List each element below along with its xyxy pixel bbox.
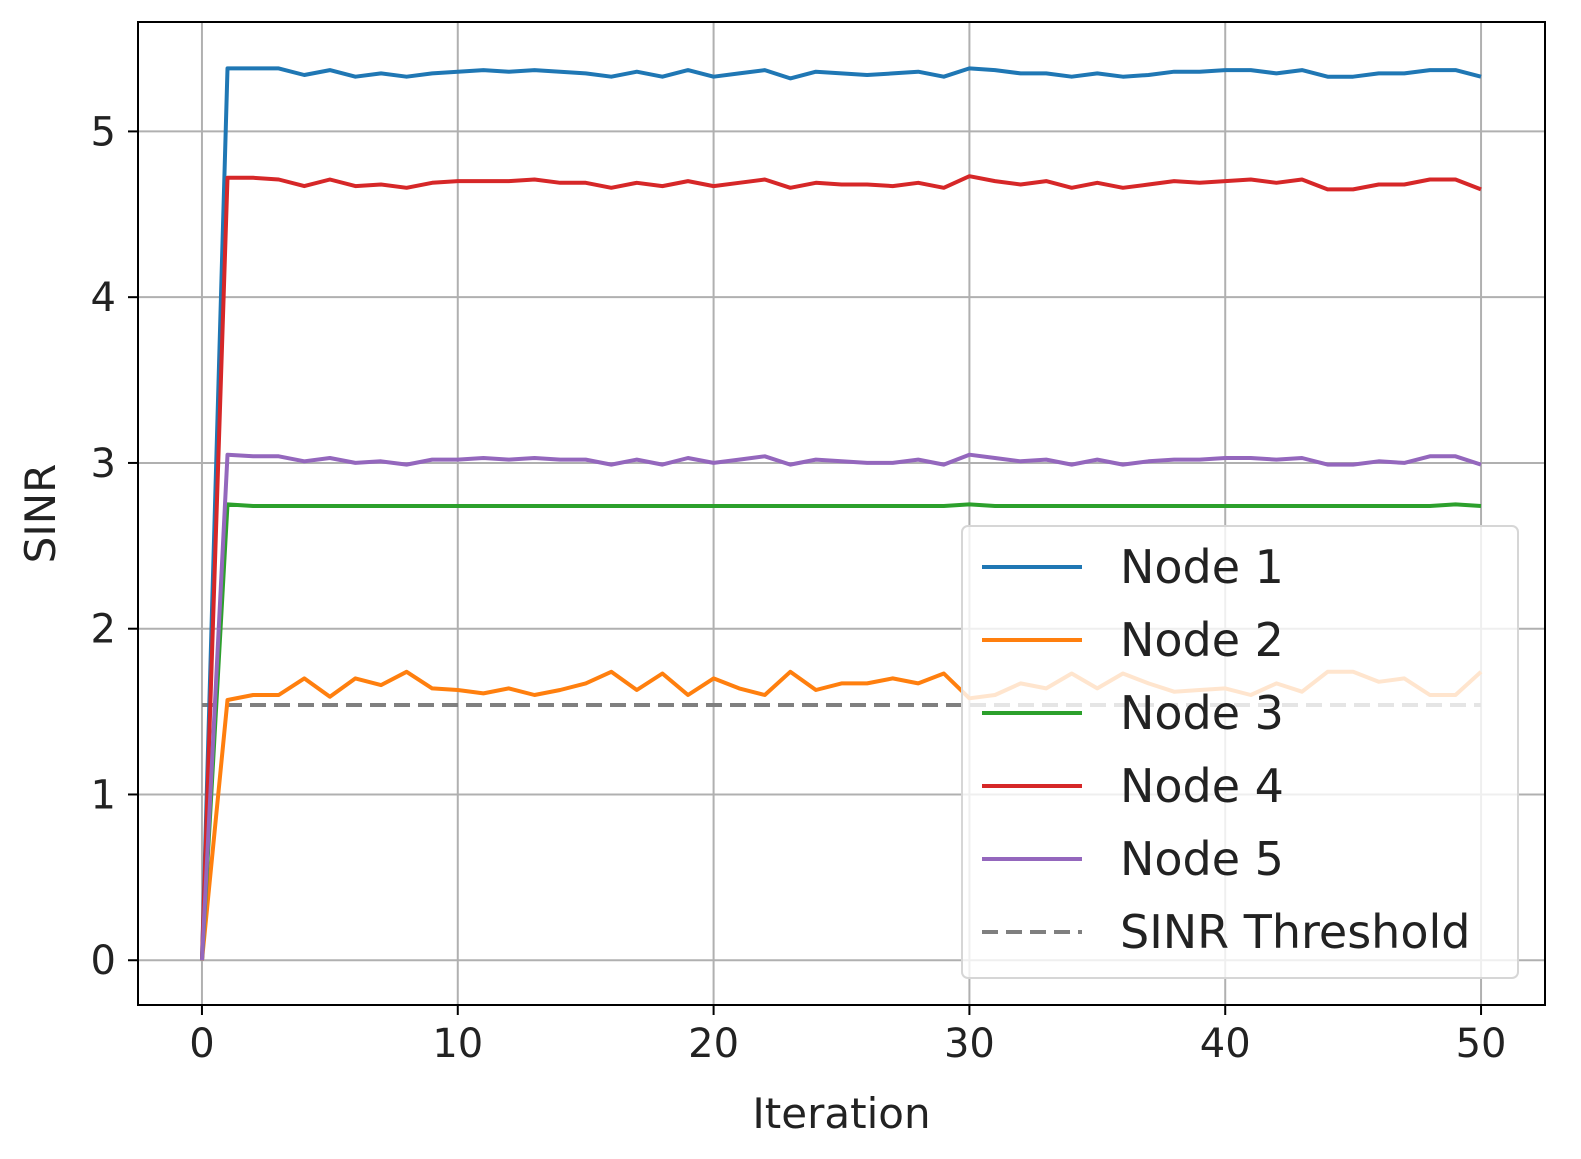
x-tick-label: 10 xyxy=(432,1021,483,1067)
ticks: 0 10 20 30 40 50 0 1 2 3 4 5 xyxy=(91,109,1507,1067)
series-line-node-3 xyxy=(200,502,1482,961)
legend-item: Node 4 xyxy=(982,759,1284,813)
y-tick-label: 4 xyxy=(91,275,116,321)
legend: Node 1 Node 2 Node 3 Node 4 Node 5 SINR Thres… xyxy=(961,525,1519,979)
legend-label: Node 3 xyxy=(1120,686,1284,740)
x-tick-label: 0 xyxy=(189,1021,214,1067)
legend-item: Node 1 xyxy=(982,540,1284,594)
series-line-node-1 xyxy=(200,66,1482,961)
series-line-node-5 xyxy=(200,452,1482,961)
x-tick-label: 30 xyxy=(944,1021,995,1067)
legend-label: Node 2 xyxy=(1120,613,1284,667)
legend-label: SINR Threshold xyxy=(1120,905,1470,959)
y-tick-label: 0 xyxy=(91,938,116,984)
plot-frame xyxy=(137,21,1546,1006)
y-tick-label: 1 xyxy=(91,772,116,818)
series-layer xyxy=(200,66,1483,961)
x-tick-label: 40 xyxy=(1200,1021,1251,1067)
y-tick-label: 2 xyxy=(91,607,116,653)
legend-item: Node 5 xyxy=(982,832,1284,886)
series-line-node-4 xyxy=(200,174,1482,961)
x-tick-label: 20 xyxy=(688,1021,739,1067)
legend-label: Node 5 xyxy=(1120,832,1284,886)
x-axis-label: Iteration xyxy=(752,1089,930,1138)
legend-item: Node 2 xyxy=(982,613,1284,667)
legend-item: Node 3 xyxy=(982,686,1284,740)
legend-box xyxy=(961,525,1519,979)
y-tick-label: 5 xyxy=(91,109,116,155)
legend-label: Node 1 xyxy=(1120,540,1284,594)
y-axis-label: SINR xyxy=(16,464,65,564)
x-tick-label: 50 xyxy=(1456,1021,1507,1067)
y-tick-label: 3 xyxy=(91,441,116,487)
legend-item: SINR Threshold xyxy=(982,905,1470,959)
legend-label: Node 4 xyxy=(1120,759,1284,813)
